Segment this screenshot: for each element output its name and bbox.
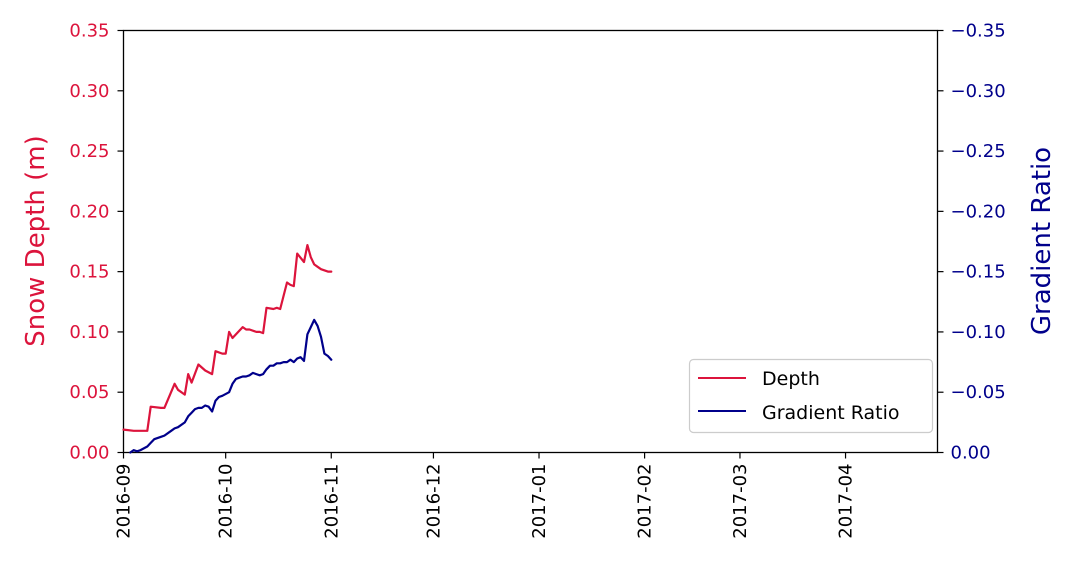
x-tick-label: 2016-10 bbox=[216, 464, 237, 539]
right-tick-label: −0.30 bbox=[951, 81, 1006, 102]
legend: Depth Gradient Ratio bbox=[688, 358, 934, 434]
x-axis: 2016-09 2016-10 2016-11 2016-12 2017-01 2017-… bbox=[114, 452, 857, 539]
gradient-ratio-series-line bbox=[129, 318, 333, 454]
series-layer bbox=[122, 244, 333, 454]
left-tick-label: 0.10 bbox=[69, 322, 109, 343]
x-tick-label: 2017-02 bbox=[635, 464, 656, 539]
x-tick-label: 2017-03 bbox=[730, 464, 751, 539]
left-tick-label: 0.20 bbox=[69, 201, 109, 222]
x-tick-label: 2016-09 bbox=[114, 464, 135, 539]
left-tick-label: 0.05 bbox=[69, 382, 109, 403]
left-tick-label: 0.25 bbox=[69, 141, 109, 162]
x-tick-label: 2017-04 bbox=[836, 464, 857, 539]
left-tick-label: 0.30 bbox=[69, 81, 109, 102]
left-tick-label: 0.15 bbox=[69, 262, 109, 283]
right-axis-title: Gradient Ratio bbox=[1027, 147, 1057, 335]
x-tick-label: 2016-11 bbox=[321, 464, 342, 539]
right-tick-label: −0.25 bbox=[951, 141, 1006, 162]
left-tick-label: 0.00 bbox=[69, 443, 109, 464]
right-tick-label: −0.35 bbox=[951, 21, 1006, 42]
right-tick-label: −0.15 bbox=[951, 262, 1006, 283]
left-axis-title: Snow Depth (m) bbox=[21, 135, 51, 347]
right-y-axis: 0.00 −0.05 −0.10 −0.15 −0.20 −0.25 −0.30 −0.35 bbox=[937, 21, 1006, 464]
legend-gradient-ratio-label: Gradient Ratio bbox=[762, 402, 900, 424]
legend-frame bbox=[688, 358, 934, 434]
right-tick-label: 0.00 bbox=[951, 443, 991, 464]
left-y-axis: 0.00 0.05 0.10 0.15 0.20 0.25 0.30 0.35 bbox=[69, 21, 124, 464]
x-tick-label: 2017-01 bbox=[529, 464, 550, 539]
plot-area bbox=[122, 29, 939, 454]
legend-depth-label: Depth bbox=[762, 368, 820, 390]
left-tick-label: 0.35 bbox=[69, 21, 109, 42]
plot-frame bbox=[122, 29, 939, 454]
x-tick-label: 2016-12 bbox=[423, 464, 444, 539]
right-tick-label: −0.05 bbox=[951, 382, 1006, 403]
right-tick-label: −0.10 bbox=[951, 322, 1006, 343]
right-tick-label: −0.20 bbox=[951, 201, 1006, 222]
depth-series-line bbox=[122, 244, 333, 432]
